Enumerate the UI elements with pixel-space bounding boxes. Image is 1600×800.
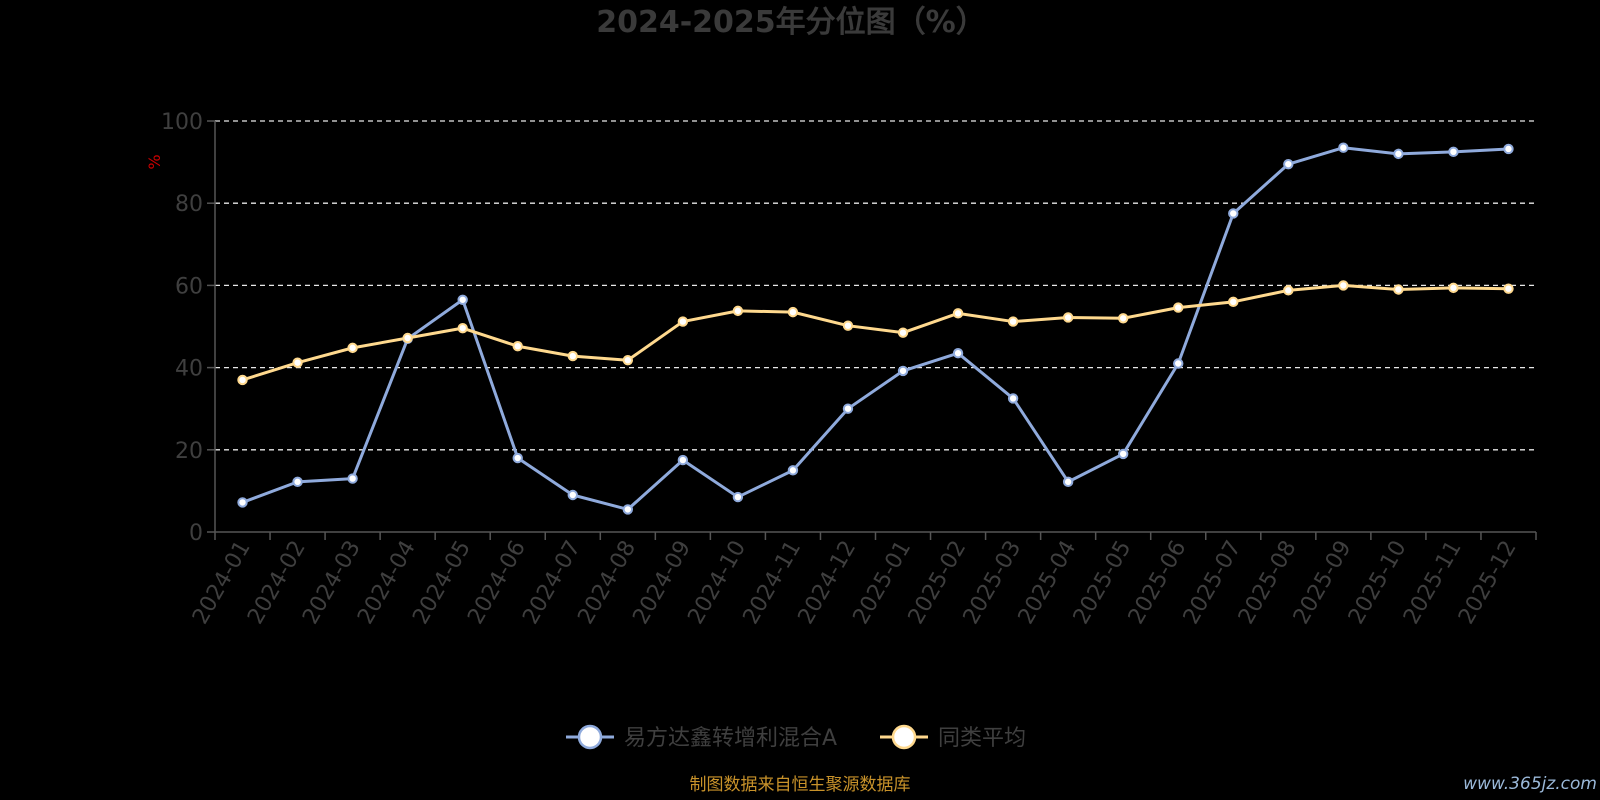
series-0-point[interactable] <box>842 403 854 414</box>
series-0-point[interactable] <box>512 452 523 464</box>
series-1-point[interactable] <box>1173 302 1184 313</box>
legend-label: 易方达鑫转增利混合A <box>624 726 837 751</box>
series-1-point[interactable] <box>1117 313 1129 324</box>
series-0-point[interactable] <box>567 489 578 501</box>
grid-lines <box>215 120 1536 451</box>
series-lines <box>237 142 1514 515</box>
series-0-point[interactable] <box>292 476 303 488</box>
series-1-point[interactable] <box>1007 316 1019 327</box>
legend-item-1[interactable]: 同类平均 <box>880 724 1026 751</box>
series-0-point[interactable] <box>1448 146 1459 158</box>
series-0-point[interactable] <box>1173 358 1184 369</box>
series-0-point[interactable] <box>1062 476 1074 488</box>
series-1-point[interactable] <box>1228 296 1239 308</box>
series-1-point[interactable] <box>897 327 909 338</box>
chart-title: 2024-2025年分位图（%） <box>596 5 986 40</box>
series-0-point[interactable] <box>677 454 689 466</box>
series-0-point[interactable] <box>347 473 358 484</box>
y-tick-label: 0 <box>189 521 203 546</box>
series-1-point[interactable] <box>1448 282 1459 294</box>
series-1-point[interactable] <box>457 322 468 334</box>
series-0-point[interactable] <box>1007 393 1019 404</box>
y-tick-label: 100 <box>161 110 203 135</box>
series-0-point[interactable] <box>952 348 964 359</box>
series-1-point[interactable] <box>1062 312 1074 323</box>
legend-item-0[interactable]: 易方达鑫转增利混合A <box>566 724 837 751</box>
y-tick-label: 40 <box>175 357 203 382</box>
series-1-point[interactable] <box>842 320 854 331</box>
series-1-point[interactable] <box>622 355 634 366</box>
series-line-0 <box>241 146 1509 511</box>
axes: 0204060801002024-012024-022024-032024-04… <box>161 110 1537 629</box>
series-1-point[interactable] <box>1283 285 1294 296</box>
series-0-point[interactable] <box>1283 158 1294 170</box>
series-1-point[interactable] <box>1338 280 1349 291</box>
series-0-point[interactable] <box>1338 142 1349 153</box>
series-0-point[interactable] <box>787 465 799 476</box>
series-1-point[interactable] <box>732 305 744 317</box>
series-0-point[interactable] <box>897 365 909 377</box>
legend-swatch-marker <box>577 724 603 750</box>
series-1-point[interactable] <box>512 341 523 352</box>
series-1-point[interactable] <box>567 350 578 362</box>
series-1-point[interactable] <box>787 306 799 318</box>
series-1-point[interactable] <box>402 332 413 344</box>
y-axis-label: % <box>145 154 164 169</box>
series-0-point[interactable] <box>457 294 468 305</box>
series-1-point[interactable] <box>952 308 964 319</box>
legend-label: 同类平均 <box>938 726 1026 751</box>
series-0-point[interactable] <box>237 497 248 508</box>
series-1-point[interactable] <box>292 357 303 368</box>
legend-swatch-marker <box>891 724 917 750</box>
series-1-point[interactable] <box>1393 284 1404 295</box>
series-line-1 <box>242 283 1509 382</box>
series-0-point[interactable] <box>1228 208 1239 219</box>
series-0-point[interactable] <box>622 504 634 515</box>
series-1-point[interactable] <box>1503 283 1514 294</box>
y-tick-label: 80 <box>175 192 203 217</box>
series-0-point[interactable] <box>732 491 744 503</box>
series-0-point[interactable] <box>1393 148 1404 160</box>
series-1-point[interactable] <box>347 342 358 354</box>
source-note: 制图数据来自恒生聚源数据库 <box>690 775 911 795</box>
y-tick-label: 20 <box>175 439 203 464</box>
legend[interactable]: 易方达鑫转增利混合A 同类平均 <box>566 724 1026 751</box>
y-tick-label: 60 <box>175 274 203 299</box>
series-1-point[interactable] <box>677 316 689 327</box>
series-0-point[interactable] <box>1503 143 1514 155</box>
series-1-point[interactable] <box>237 374 248 386</box>
watermark: www.365jz.com <box>1463 774 1597 794</box>
series-0-point[interactable] <box>1117 448 1129 460</box>
